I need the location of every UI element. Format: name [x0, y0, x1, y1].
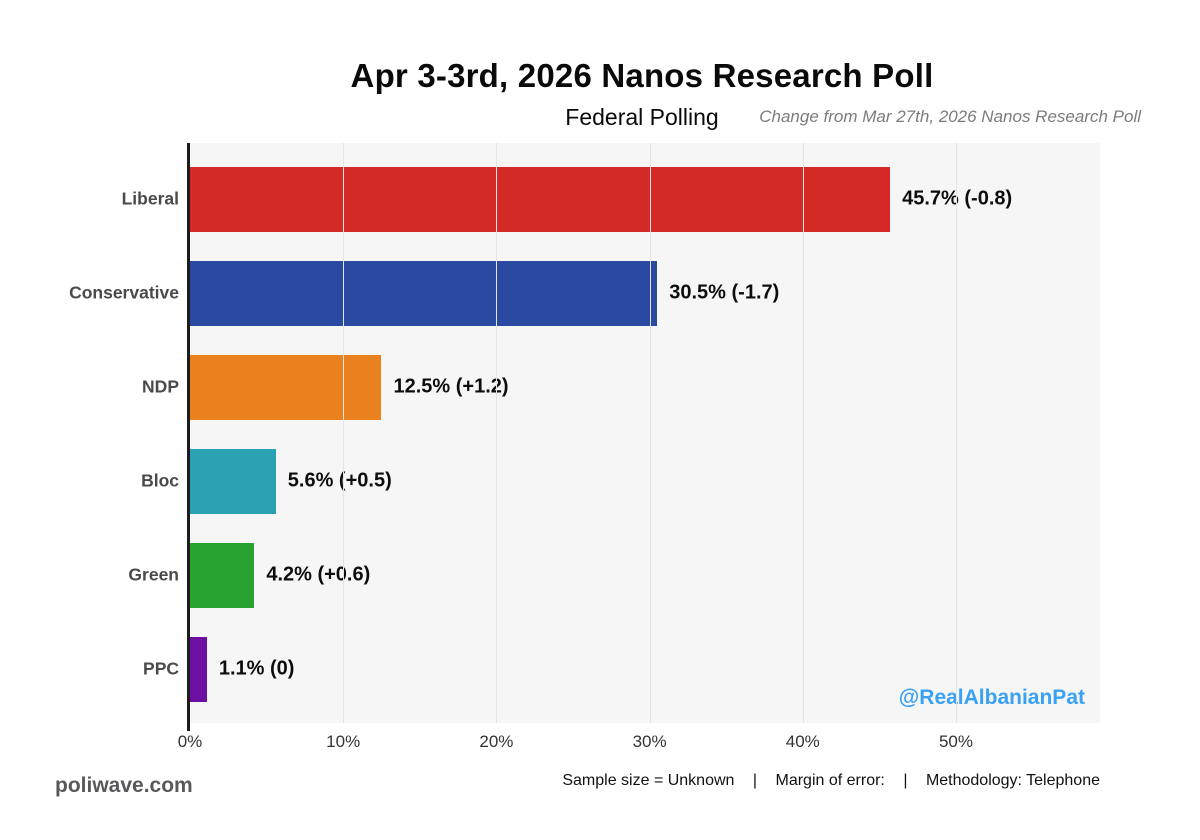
party-label-bloc: Bloc [141, 470, 179, 491]
gridline [649, 143, 651, 723]
footer-methodology: Methodology: Telephone [925, 772, 1100, 789]
party-label-ndp: NDP [142, 376, 179, 397]
x-tick-label: 20% [479, 732, 514, 751]
value-label-green: 4.2% (+0.6) [266, 563, 371, 586]
value-label-ppc: 1.1% (0) [218, 657, 295, 680]
bar-ndp [190, 354, 382, 420]
site-brand: poliwave.com [55, 774, 193, 797]
gridline [802, 143, 804, 723]
party-label-green: Green [128, 564, 179, 585]
chart-row-ppc: PPC 1.1% (0) [143, 622, 1100, 716]
change-note: Change from Mar 27th, 2026 Nanos Researc… [759, 107, 1141, 126]
chart-row-bloc: Bloc 5.6% (+0.5) [141, 434, 1100, 528]
bar-rows: Liberal 45.7% (-0.8) Conservative 30.5% (-1… [69, 152, 1100, 716]
page-title: Apr 3-3rd, 2026 Nanos Research Poll [350, 57, 934, 94]
gridline [496, 143, 498, 723]
party-label-ppc: PPC [143, 658, 179, 679]
footer-sample-size: Sample size = Unknown [562, 772, 735, 789]
footer-info: Sample size = Unknown | Margin of error:… [562, 772, 1100, 790]
value-label-conservative: 30.5% (-1.7) [669, 281, 780, 304]
value-label-ndp: 12.5% (+1.2) [393, 375, 509, 398]
gridline [343, 143, 345, 723]
x-tick-label: 50% [938, 732, 973, 751]
x-axis-ticks: 0% 10% 20% 30% 40% 50% [178, 732, 1100, 756]
bar-green [190, 542, 255, 608]
footer-divider: | [903, 772, 908, 789]
x-tick-label: 0% [177, 732, 203, 751]
gridline [955, 143, 957, 723]
chart-row-green: Green 4.2% (+0.6) [128, 528, 1100, 622]
bar-liberal [190, 166, 891, 232]
bar-ppc [190, 636, 207, 702]
x-tick-label: 40% [785, 732, 820, 751]
footer-margin-of-error: Margin of error: [775, 772, 885, 789]
plot-area: Liberal 45.7% (-0.8) Conservative 30.5% (-1… [69, 143, 1100, 723]
x-tick-label: 30% [632, 732, 667, 751]
bar-bloc [190, 448, 276, 514]
bar-conservative [190, 260, 658, 326]
value-label-bloc: 5.6% (+0.5) [287, 469, 392, 492]
party-label-conservative: Conservative [69, 282, 179, 303]
watermark: @RealAlbanianPat [898, 686, 1085, 709]
chart-subtitle: Federal Polling [565, 104, 719, 130]
footer-divider: | [752, 772, 758, 789]
y-axis-line [187, 143, 190, 731]
x-tick-label: 10% [326, 732, 361, 751]
chart-row-ndp: NDP 12.5% (+1.2) [142, 340, 1100, 434]
chart-row-conservative: Conservative 30.5% (-1.7) [69, 246, 1100, 340]
value-label-liberal: 45.7% (-0.8) [902, 187, 1013, 210]
party-label-liberal: Liberal [121, 188, 179, 209]
chart-row-liberal: Liberal 45.7% (-0.8) [122, 152, 1100, 246]
